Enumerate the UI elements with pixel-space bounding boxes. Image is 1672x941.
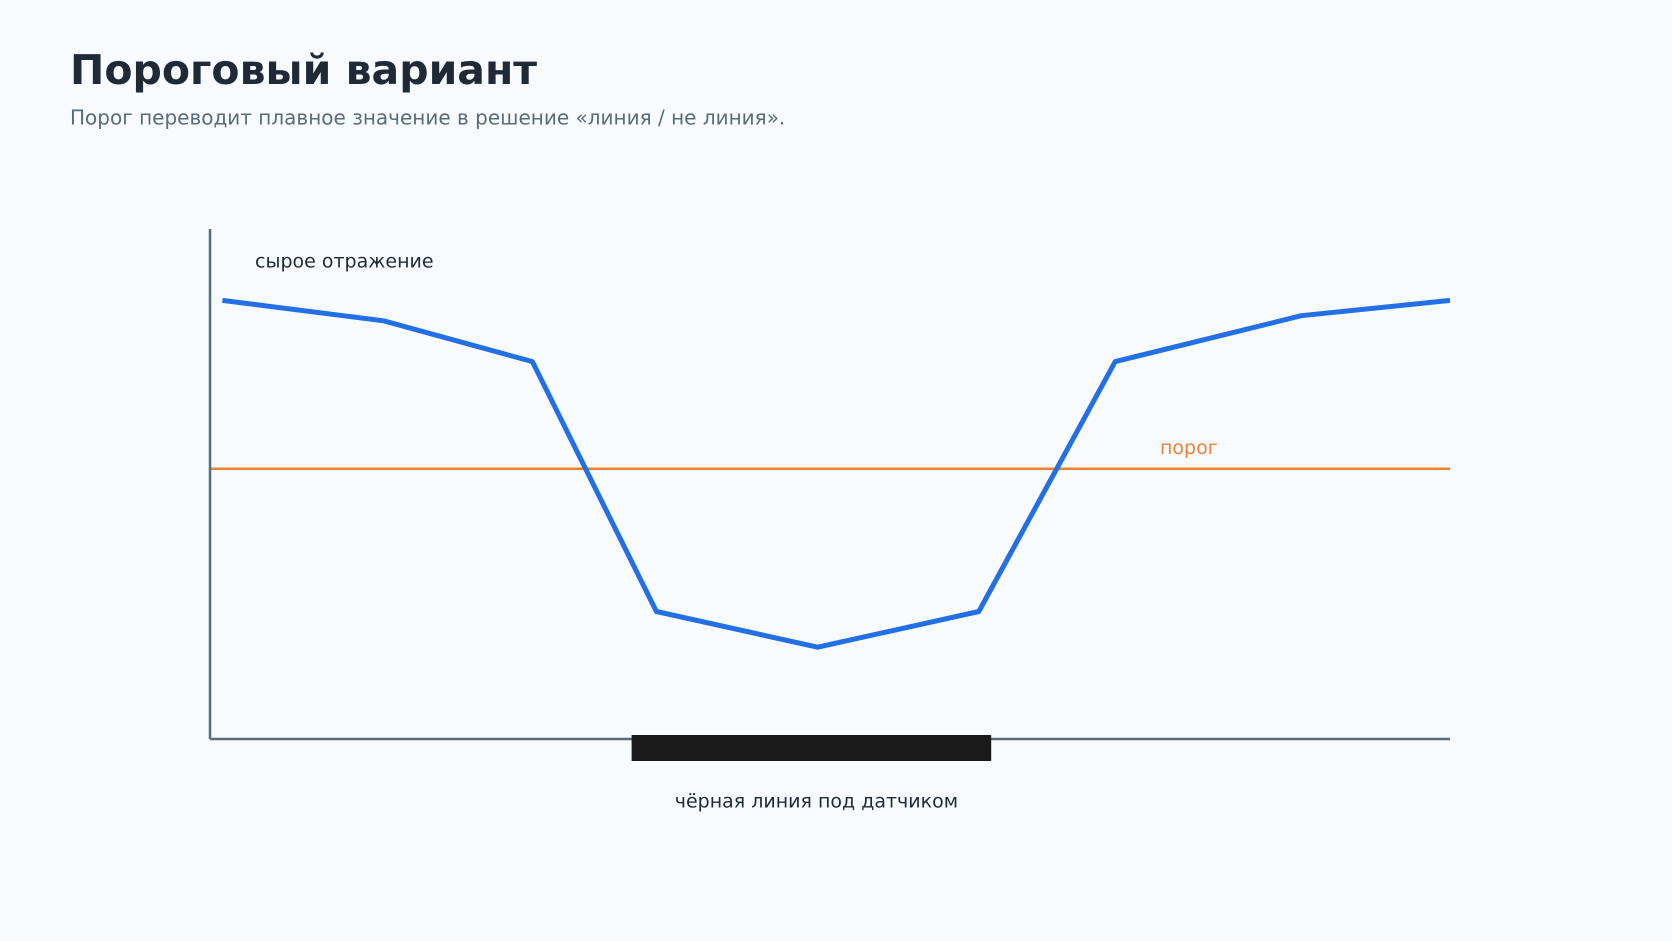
series-label: сырое отражение: [255, 251, 434, 273]
chart-title: Пороговый вариант: [70, 46, 537, 94]
black-line-band: [631, 735, 992, 761]
chart-subtitle: Порог переводит плавное значение в решен…: [70, 106, 785, 130]
band-label: чёрная линия под датчиком: [675, 791, 958, 813]
reflection-line: [222, 297, 1451, 650]
threshold-label: порог: [1160, 437, 1218, 459]
